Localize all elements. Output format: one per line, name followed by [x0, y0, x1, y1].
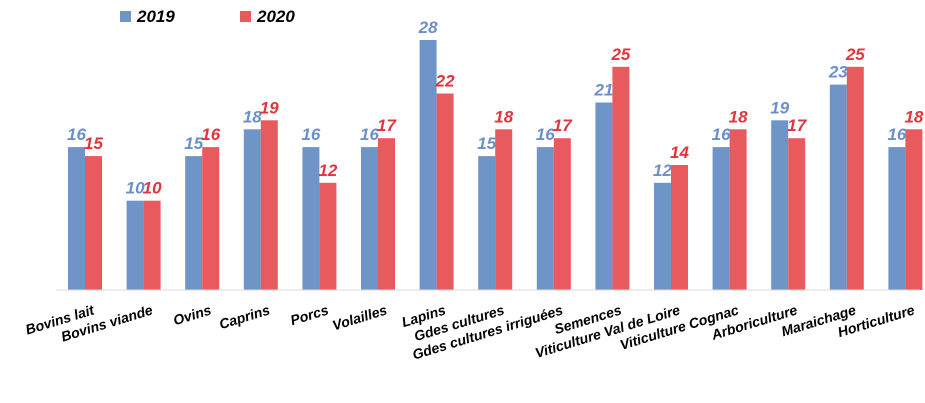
legend: 2019 2020 [120, 7, 295, 26]
data-label-2020-5: 12 [318, 161, 337, 180]
x-tick-label-3: Ovins [171, 302, 213, 329]
data-label-2019-5: 16 [301, 125, 320, 144]
data-label-2019-10: 21 [593, 81, 613, 100]
x-tick-label-5: Porcs [288, 302, 330, 329]
data-label-2019-1: 16 [67, 125, 86, 144]
bar-2020-14 [846, 66, 864, 291]
bar-2020-4 [260, 120, 278, 290]
data-label-2020-15: 18 [904, 107, 923, 126]
bar-2019-6 [361, 147, 378, 290]
data-label-2019-14: 23 [828, 63, 848, 82]
data-label-2020-11: 14 [670, 143, 689, 162]
data-label-2020-12: 18 [729, 107, 748, 126]
bar-2020-3 [202, 147, 220, 290]
data-label-2020-4: 19 [260, 98, 279, 117]
data-label-2019-4: 18 [243, 107, 262, 126]
legend-swatch-2019 [120, 11, 131, 22]
bar-2019-15 [888, 147, 906, 290]
data-label-2020-7: 22 [435, 72, 455, 91]
bar-2019-5 [302, 147, 320, 290]
bar-2020-11 [671, 165, 688, 290]
bar-2020-12 [729, 129, 747, 290]
bar-2019-13 [771, 120, 789, 290]
bar-2019-12 [712, 147, 730, 290]
bar-2020-1 [85, 156, 102, 290]
bar-2019-8 [478, 156, 496, 290]
bar-2019-2 [126, 200, 144, 290]
data-label-2020-8: 18 [494, 107, 513, 126]
data-label-2019-6: 16 [360, 125, 379, 144]
data-label-2020-9: 17 [553, 116, 573, 135]
data-label-2019-3: 15 [184, 134, 203, 153]
data-label-2019-11: 12 [653, 161, 672, 180]
data-label-2020-14: 25 [845, 45, 865, 64]
x-tick-label-6: Volailles [330, 302, 389, 334]
data-label-2019-2: 10 [126, 179, 145, 198]
legend-label-2019: 2019 [136, 7, 175, 26]
bar-2020-8 [495, 129, 513, 290]
bars-group [68, 40, 923, 291]
bar-2019-4 [243, 129, 261, 290]
data-label-2020-1: 15 [84, 134, 103, 153]
x-tick-label-4: Caprins [217, 302, 272, 333]
bar-2020-9 [553, 138, 571, 290]
legend-swatch-2020 [240, 11, 251, 22]
bar-2019-1 [68, 147, 85, 290]
data-label-2019-8: 15 [477, 134, 496, 153]
bar-2020-2 [143, 200, 161, 290]
data-label-2020-6: 17 [377, 116, 397, 135]
bar-2020-6 [378, 138, 395, 290]
bar-2019-11 [654, 182, 671, 290]
bar-2020-15 [905, 129, 923, 290]
bar-2020-13 [788, 138, 806, 290]
data-label-2019-15: 16 [887, 125, 906, 144]
bar-2020-7 [436, 93, 454, 290]
data-label-2019-7: 28 [418, 18, 438, 37]
data-label-2020-13: 17 [787, 116, 807, 135]
bar-2020-5 [319, 182, 337, 290]
data-label-2019-12: 16 [712, 125, 731, 144]
data-label-2019-9: 16 [536, 125, 555, 144]
data-labels-group: 1615101015161819161216172822151816172125… [67, 18, 924, 198]
bar-2019-10 [595, 102, 613, 290]
legend-label-2020: 2020 [256, 7, 295, 26]
bar-2019-3 [185, 156, 203, 290]
bar-2019-14 [829, 84, 847, 290]
data-label-2020-2: 10 [143, 179, 162, 198]
bar-2019-7 [419, 40, 437, 290]
bar-2020-10 [612, 66, 630, 291]
data-label-2020-10: 25 [610, 45, 630, 64]
bar-2019-9 [536, 147, 554, 290]
data-label-2019-13: 19 [770, 98, 789, 117]
data-label-2020-3: 16 [201, 125, 220, 144]
